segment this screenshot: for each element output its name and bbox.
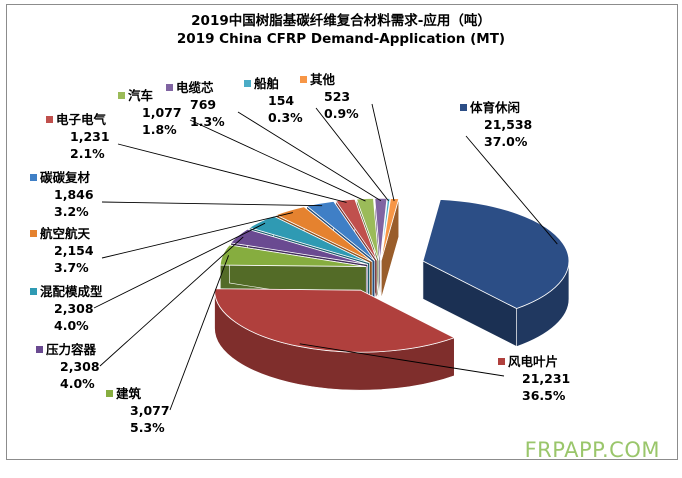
slice-value-text: 1,846 xyxy=(54,187,94,202)
slice-label: 电子电气 xyxy=(56,112,107,127)
slice-percent-text: 37.0% xyxy=(484,134,528,149)
watermark: FRPAPP.COM xyxy=(524,438,660,462)
slice-label-5: 混配模成型 2,308 4.0% xyxy=(30,222,266,333)
slice-value-text: 21,231 xyxy=(522,371,570,386)
legend-key xyxy=(118,92,125,99)
slice-value-text: 1,077 xyxy=(142,105,182,120)
legend-key xyxy=(106,390,113,397)
slice-percent-text: 4.0% xyxy=(54,318,89,333)
slice-percent-text: 3.2% xyxy=(54,204,89,219)
slice-value-text: 2,308 xyxy=(60,359,100,374)
slice-value-text: 2,308 xyxy=(54,301,94,316)
slice-value-text: 1,231 xyxy=(70,129,110,144)
leader-line xyxy=(299,343,505,377)
slice-percent-text: 0.9% xyxy=(324,106,359,121)
leader-line xyxy=(465,135,558,245)
legend-key xyxy=(300,76,307,83)
slice-percent-text: 2.1% xyxy=(70,146,105,161)
slice-label: 其他 xyxy=(310,72,336,87)
legend-key xyxy=(30,174,37,181)
slice-label: 电缆芯 xyxy=(176,80,214,95)
legend-key xyxy=(460,104,467,111)
legend-key xyxy=(498,358,505,365)
pie-slice-12 xyxy=(380,198,400,299)
slice-label: 碳碳复材 xyxy=(40,170,91,185)
legend-key xyxy=(46,116,53,123)
slice-label: 航空航天 xyxy=(40,226,91,241)
chart-title: 2019中国树脂基碳纤维复合材料需求-应用（吨） xyxy=(191,13,491,29)
legend-key xyxy=(244,80,251,87)
leader-line xyxy=(117,143,347,203)
slice-label-6: 航空航天 2,154 3.7% xyxy=(30,212,293,275)
slice-label-11: 船舶 154 0.3% xyxy=(244,76,389,202)
slice-label: 压力容器 xyxy=(46,342,97,357)
slice-value-text: 769 xyxy=(190,97,216,112)
slice-label-12: 其他 523 0.9% xyxy=(300,72,395,202)
slice-label-1: 体育休闲 21,538 37.0% xyxy=(460,100,558,245)
slice-label-9: 汽车 1,077 1.8% xyxy=(118,88,366,202)
slice-percent-text: 1.8% xyxy=(142,122,177,137)
slice-label: 船舶 xyxy=(254,76,279,91)
slice-label: 汽车 xyxy=(128,88,154,103)
slice-label-2: 风电叶片 21,231 36.5% xyxy=(299,343,570,403)
slice-percent-text: 5.3% xyxy=(130,420,165,435)
slice-percent-text: 36.5% xyxy=(522,388,566,403)
slice-label-4: 压力容器 2,308 4.0% xyxy=(36,236,244,391)
legend-key xyxy=(30,230,37,237)
leader-line xyxy=(237,111,382,202)
leader-line xyxy=(93,222,266,309)
slice-label: 体育休闲 xyxy=(470,100,520,115)
slice-label: 建筑 xyxy=(116,386,142,401)
slice-percent-text: 0.3% xyxy=(268,110,303,125)
leader-line xyxy=(315,107,389,202)
slice-percent-text: 3.7% xyxy=(54,260,89,275)
slice-label-10: 电缆芯 769 1.3% xyxy=(166,80,382,202)
leader-line xyxy=(99,236,244,367)
pie-slice-2 xyxy=(214,288,456,391)
pie-slice-1 xyxy=(422,199,570,348)
slice-label-7: 碳碳复材 1,846 3.2% xyxy=(30,170,323,219)
leader-line xyxy=(101,201,323,207)
leader-line xyxy=(371,103,395,202)
slice-value-text: 3,077 xyxy=(130,403,170,418)
slice-value-text: 154 xyxy=(268,93,294,108)
slice-percent-text: 1.3% xyxy=(190,114,225,129)
slice-value-text: 2,154 xyxy=(54,243,94,258)
slice-value-text: 523 xyxy=(324,89,350,104)
leader-line xyxy=(101,212,293,259)
slice-label-3: 建筑 3,077 5.3% xyxy=(106,255,230,435)
slice-value-text: 21,538 xyxy=(484,117,532,132)
slice-label: 混配模成型 xyxy=(40,284,103,299)
slice-label: 风电叶片 xyxy=(508,354,558,369)
chart-subtitle: 2019 China CFRP Demand-Application (MT) xyxy=(176,31,506,47)
leader-line xyxy=(189,119,366,202)
legend-key xyxy=(30,288,37,295)
legend-key xyxy=(166,84,173,91)
leader-line xyxy=(169,255,230,411)
legend-key xyxy=(36,346,43,353)
slice-label-8: 电子电气 1,231 2.1% xyxy=(46,112,347,203)
slice-percent-text: 4.0% xyxy=(60,376,95,391)
